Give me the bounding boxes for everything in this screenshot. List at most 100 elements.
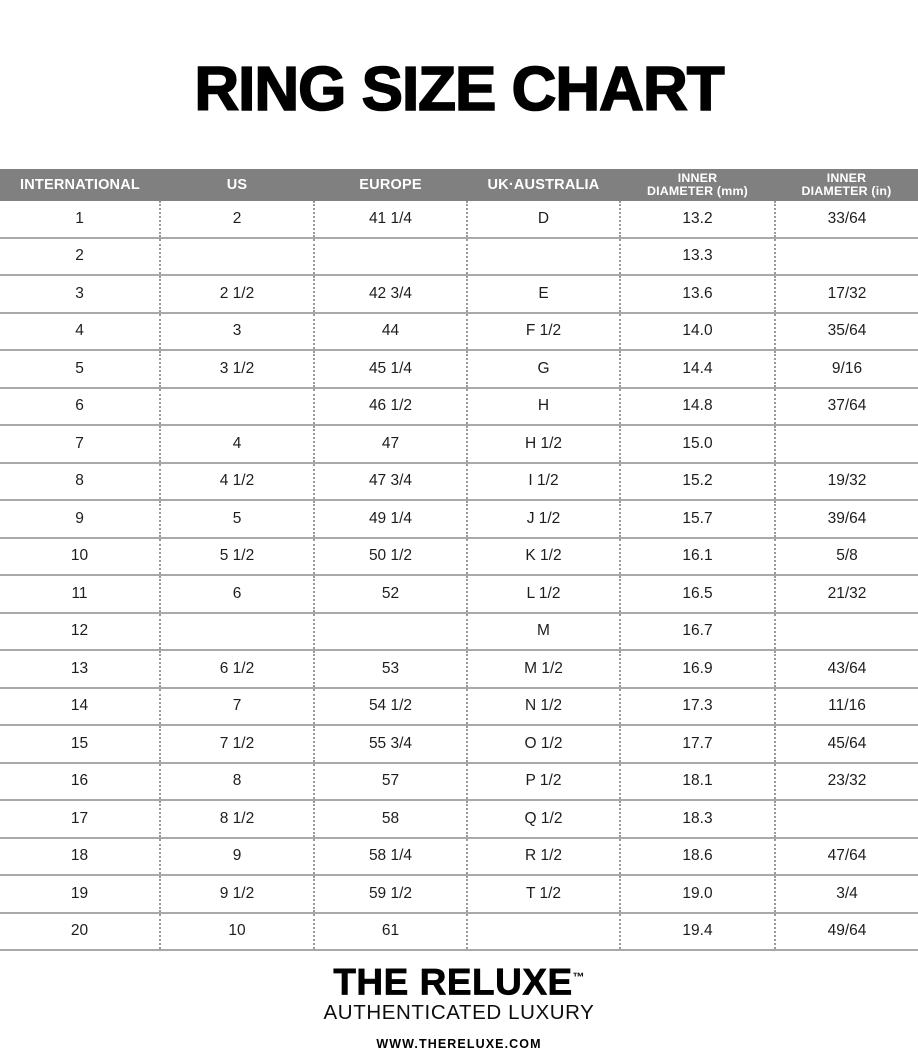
cell-uk-australia: F 1/2 xyxy=(467,312,621,352)
cell-international: 12 xyxy=(0,612,161,652)
cell-inner-diameter-in xyxy=(775,425,918,464)
cell-us: 3 xyxy=(160,312,315,352)
cell-uk-australia: P 1/2 xyxy=(467,762,621,802)
cell-international: 11 xyxy=(0,575,161,614)
cell-europe xyxy=(314,612,468,652)
cell-inner-diameter-in: 39/64 xyxy=(775,500,918,539)
cell-uk-australia: L 1/2 xyxy=(467,575,621,614)
brand-name: THE RELUXE™ xyxy=(333,957,585,1003)
cell-europe: 58 1/4 xyxy=(314,837,468,877)
table-row: 16 8 57 P 1/2 18.1 23/32 xyxy=(0,762,918,802)
column-header-inner-diameter-in-line1: INNER xyxy=(826,170,867,185)
table-row: 20 10 61 19.4 49/64 xyxy=(0,912,918,952)
table-row: 10 5 1/2 50 1/2 K 1/2 16.1 5/8 xyxy=(0,537,918,577)
cell-inner-diameter-in: 3/4 xyxy=(775,875,918,914)
cell-europe: 42 3/4 xyxy=(314,275,468,314)
cell-europe: 53 xyxy=(314,650,468,689)
table-row: 4 3 44 F 1/2 14.0 35/64 xyxy=(0,312,918,352)
column-header-inner-diameter-mm-line2: DIAMETER (mm) xyxy=(646,184,749,199)
cell-inner-diameter-mm: 16.1 xyxy=(620,537,776,577)
cell-inner-diameter-mm: 15.7 xyxy=(620,500,776,539)
cell-uk-australia: D xyxy=(467,201,621,239)
cell-uk-australia: H xyxy=(467,387,621,427)
cell-inner-diameter-mm: 14.8 xyxy=(620,387,776,427)
cell-uk-australia: M 1/2 xyxy=(467,650,621,689)
cell-inner-diameter-in xyxy=(775,612,918,652)
cell-europe xyxy=(314,237,468,277)
cell-europe: 61 xyxy=(314,912,468,952)
cell-europe: 54 1/2 xyxy=(314,687,468,727)
column-header-international: INTERNATIONAL xyxy=(0,169,160,202)
table-row: 13 6 1/2 53 M 1/2 16.9 43/64 xyxy=(0,650,918,689)
cell-uk-australia: N 1/2 xyxy=(467,687,621,727)
cell-europe: 47 3/4 xyxy=(314,462,468,502)
cell-us: 5 1/2 xyxy=(160,537,315,577)
cell-international: 18 xyxy=(0,837,161,877)
cell-international: 5 xyxy=(0,350,161,389)
cell-uk-australia: M xyxy=(467,612,621,652)
brand-footer: THE RELUXE™ AUTHENTICATED LUXURY WWW.THE… xyxy=(0,951,918,1052)
cell-us: 6 xyxy=(160,575,315,614)
cell-international: 7 xyxy=(0,425,161,464)
cell-inner-diameter-mm: 13.2 xyxy=(620,201,776,239)
cell-europe: 49 1/4 xyxy=(314,500,468,539)
cell-uk-australia: T 1/2 xyxy=(467,875,621,914)
cell-international: 17 xyxy=(0,800,161,839)
cell-uk-australia: J 1/2 xyxy=(467,500,621,539)
cell-inner-diameter-in xyxy=(775,800,918,839)
cell-international: 15 xyxy=(0,725,161,764)
cell-international: 1 xyxy=(0,201,161,239)
table-row: 1 2 41 1/4 D 13.2 33/64 xyxy=(0,201,918,239)
table-header: INTERNATIONAL US EUROPE UK·AUSTRALIA INN… xyxy=(0,169,918,202)
cell-inner-diameter-mm: 16.9 xyxy=(620,650,776,689)
column-header-europe: EUROPE xyxy=(314,169,467,202)
cell-europe: 58 xyxy=(314,800,468,839)
cell-uk-australia: H 1/2 xyxy=(467,425,621,464)
cell-us: 6 1/2 xyxy=(160,650,315,689)
cell-international: 2 xyxy=(0,237,161,277)
cell-international: 20 xyxy=(0,912,161,952)
cell-us xyxy=(160,237,315,277)
cell-inner-diameter-in: 19/32 xyxy=(775,462,918,502)
cell-inner-diameter-mm: 14.4 xyxy=(620,350,776,389)
cell-us: 9 1/2 xyxy=(160,875,315,914)
table-row: 6 46 1/2 H 14.8 37/64 xyxy=(0,387,918,427)
cell-europe: 47 xyxy=(314,425,468,464)
column-header-inner-diameter-in-line2: DIAMETER (in) xyxy=(801,184,892,199)
page-title: RING SIZE CHART xyxy=(194,54,726,125)
cell-international: 16 xyxy=(0,762,161,802)
cell-inner-diameter-in: 45/64 xyxy=(775,725,918,764)
table-row: 18 9 58 1/4 R 1/2 18.6 47/64 xyxy=(0,837,918,877)
cell-us: 8 xyxy=(160,762,315,802)
cell-inner-diameter-in: 33/64 xyxy=(775,201,918,239)
cell-europe: 59 1/2 xyxy=(314,875,468,914)
cell-uk-australia: Q 1/2 xyxy=(467,800,621,839)
table-row: 2 13.3 xyxy=(0,237,918,277)
cell-international: 3 xyxy=(0,275,161,314)
cell-us: 8 1/2 xyxy=(160,800,315,839)
table-row: 12 M 16.7 xyxy=(0,612,918,652)
cell-inner-diameter-mm: 16.7 xyxy=(620,612,776,652)
cell-uk-australia: K 1/2 xyxy=(467,537,621,577)
cell-us: 10 xyxy=(160,912,315,952)
cell-europe: 46 1/2 xyxy=(314,387,468,427)
cell-inner-diameter-in: 11/16 xyxy=(775,687,918,727)
table-row: 7 4 47 H 1/2 15.0 xyxy=(0,425,918,464)
cell-inner-diameter-mm: 17.7 xyxy=(620,725,776,764)
column-header-inner-diameter-in: INNER DIAMETER (in) xyxy=(775,169,918,202)
cell-uk-australia: E xyxy=(467,275,621,314)
cell-uk-australia: O 1/2 xyxy=(467,725,621,764)
table-row: 11 6 52 L 1/2 16.5 21/32 xyxy=(0,575,918,614)
brand-name-text: THE RELUXE xyxy=(333,961,573,1003)
cell-europe: 44 xyxy=(314,312,468,352)
cell-inner-diameter-in: 49/64 xyxy=(775,912,918,952)
cell-inner-diameter-mm: 13.6 xyxy=(620,275,776,314)
cell-us: 4 1/2 xyxy=(160,462,315,502)
cell-inner-diameter-in: 21/32 xyxy=(775,575,918,614)
cell-international: 4 xyxy=(0,312,161,352)
column-header-inner-diameter-mm: INNER DIAMETER (mm) xyxy=(620,169,775,202)
cell-inner-diameter-in: 47/64 xyxy=(775,837,918,877)
cell-international: 13 xyxy=(0,650,161,689)
cell-inner-diameter-mm: 17.3 xyxy=(620,687,776,727)
